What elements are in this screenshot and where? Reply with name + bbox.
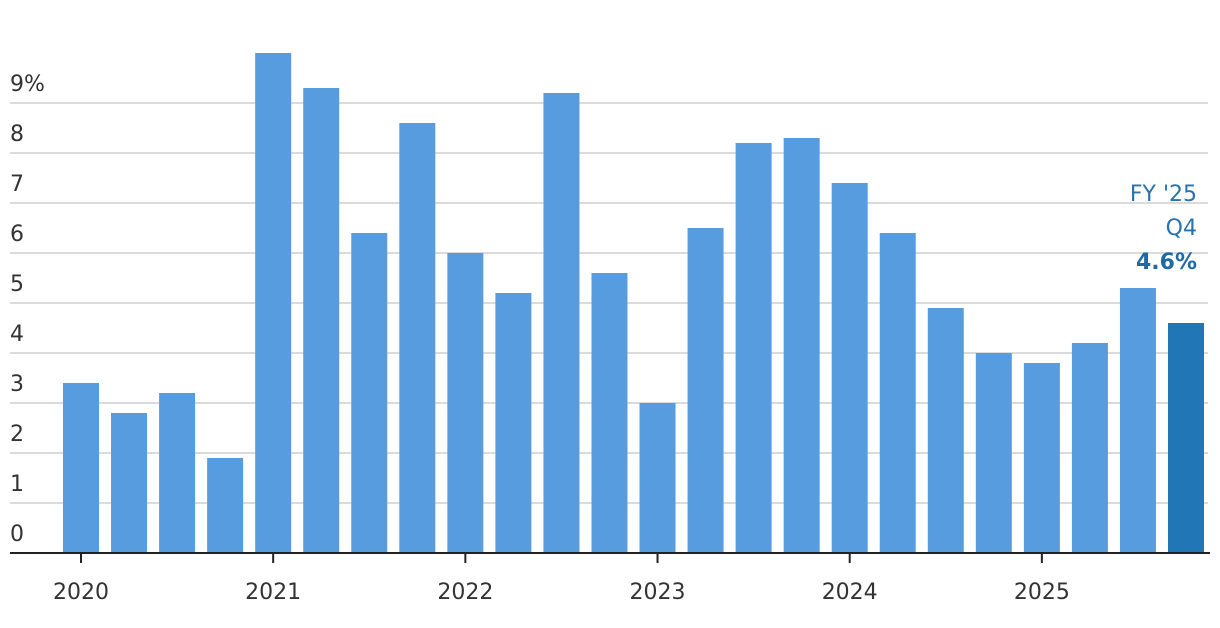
labels: 0 1 2 3 4 5 6 7 8 9% 2020 2021 2022 2023 2024 2025 FY '2… [10, 72, 1197, 605]
bar [975, 353, 1012, 553]
bar [1023, 363, 1060, 553]
bar [639, 403, 676, 553]
bar [831, 183, 868, 553]
x-tick-label: 2020 [53, 580, 109, 605]
bar [735, 143, 772, 553]
x-tick-label: 2023 [630, 580, 686, 605]
bar [1119, 288, 1156, 553]
bar [495, 293, 532, 553]
bar [1168, 323, 1204, 553]
bar [783, 138, 820, 553]
x-tick-label: 2025 [1014, 580, 1070, 605]
y-tick-label: 7 [10, 172, 24, 197]
x-tick-label: 2024 [822, 580, 878, 605]
bar [63, 383, 99, 553]
y-tick-label: 1 [10, 472, 24, 497]
bar [399, 123, 436, 553]
y-tick-label: 5 [10, 272, 24, 297]
annotation: Q4 [1166, 216, 1197, 241]
x-tick-label: 2022 [437, 580, 493, 605]
y-tick-label: 9% [10, 72, 45, 97]
y-tick-label: 4 [10, 322, 24, 347]
y-tick-label: 2 [10, 422, 24, 447]
bar [1071, 343, 1108, 553]
bars [63, 53, 1204, 553]
bar [255, 53, 292, 553]
bar [303, 88, 340, 553]
y-tick-label: 3 [10, 372, 24, 397]
bar [591, 273, 628, 553]
y-tick-label: 0 [10, 522, 24, 547]
bar [207, 458, 244, 553]
y-tick-label: 8 [10, 122, 24, 147]
value-label: 4.6% [1136, 250, 1197, 275]
bar [159, 393, 196, 553]
y-tick-label: 6 [10, 222, 24, 247]
bar [111, 413, 148, 553]
annotation: FY '25 [1130, 182, 1197, 207]
bar [879, 233, 916, 553]
bar [543, 93, 580, 553]
bar [927, 308, 964, 553]
bar [447, 253, 484, 553]
x-tick-label: 2021 [245, 580, 301, 605]
bar [687, 228, 724, 553]
bar [351, 233, 388, 553]
